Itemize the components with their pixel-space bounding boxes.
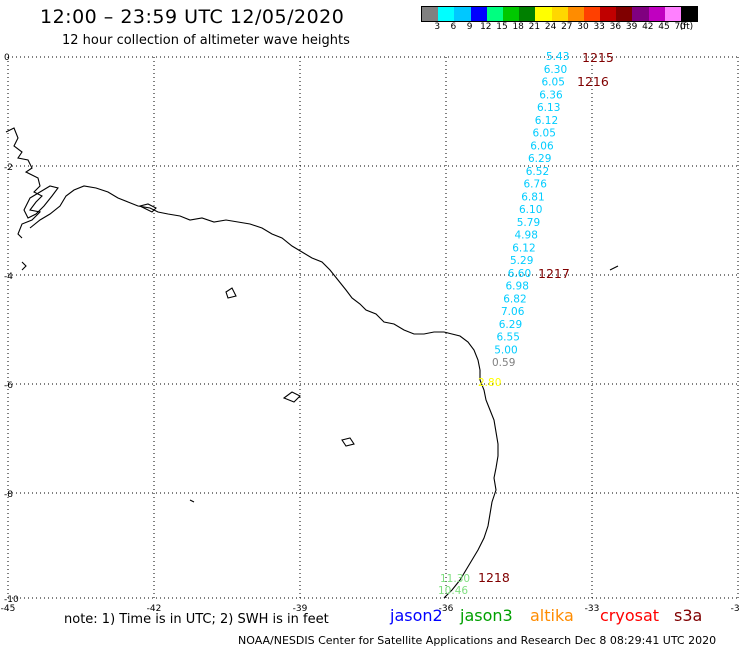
satellite-jason3: jason3: [460, 606, 513, 625]
lat-label: 0: [4, 53, 10, 63]
wave-height-value: 6.55: [497, 332, 520, 344]
legend-swatch: [567, 7, 584, 21]
wave-height-value: 10.46: [438, 585, 468, 597]
wave-height-value: 11.30: [440, 573, 470, 585]
wave-height-value: 0.59: [492, 357, 515, 369]
satellite-s3a: s3a: [674, 606, 703, 625]
lat-label: -2: [4, 163, 13, 173]
legend-tick-label: 21: [528, 22, 541, 32]
legend-swatch: [551, 7, 568, 21]
wave-height-value: 6.30: [544, 64, 567, 76]
wave-height-value: 6.10: [519, 204, 542, 216]
legend-tick-label: 9: [466, 22, 473, 32]
wave-height-value: 7.06: [501, 306, 525, 318]
legend-swatch: [470, 7, 487, 21]
lon-label: -42: [147, 604, 162, 614]
wave-height-value: 6.13: [537, 102, 560, 114]
credit-line: NOAA/NESDIS Center for Satellite Applica…: [238, 634, 717, 647]
legend-tick-label: 30: [577, 22, 589, 32]
wave-height-value: 6.82: [503, 293, 526, 305]
lon-label: -33: [585, 604, 600, 614]
wave-height-value: 6.36: [539, 89, 563, 101]
wave-height-value: 6.81: [521, 191, 544, 203]
wave-height-value: 5.79: [517, 217, 540, 229]
legend-swatch: [648, 7, 665, 21]
legend-tick-label: 3: [434, 22, 441, 32]
legend-swatch: [422, 7, 439, 21]
legend-swatch: [600, 7, 617, 21]
legend-tick-label: 24: [544, 22, 557, 32]
wave-height-value: 6.06: [530, 140, 554, 152]
legend-tick-label: 45: [658, 22, 670, 32]
pass-time-label: 1217: [538, 266, 570, 281]
legend-tick-label: 42: [642, 22, 654, 32]
legend-swatch: [502, 7, 520, 21]
wave-height-value: 2.80: [478, 377, 501, 389]
pass-time-label: 1218: [478, 570, 510, 585]
wave-height-value: 6.76: [524, 179, 548, 191]
legend-swatch: [486, 7, 503, 21]
legend-tick-label: 33: [593, 22, 605, 32]
wave-height-value: 4.98: [515, 230, 538, 242]
lon-label: -30: [731, 604, 740, 614]
wave-height-value: 5.43: [546, 51, 569, 63]
wave-height-value: 6.98: [506, 281, 529, 293]
legend-swatch: [535, 7, 552, 21]
wave-height-value: 6.29: [499, 319, 522, 331]
wave-height-color-legend: [421, 6, 699, 22]
legend-tick-label: 6: [450, 22, 457, 32]
lon-label: -36: [439, 604, 454, 614]
wave-height-value: 5.00: [494, 344, 517, 356]
lat-label: -6: [4, 381, 13, 391]
lat-label: -8: [4, 490, 13, 500]
wave-height-value: 6.12: [512, 242, 535, 254]
wave-height-value: 6.60: [508, 268, 531, 280]
altimeter-track-a: 5.436.306.056.366.136.126.056.066.296.52…: [478, 51, 569, 389]
coastline: [5, 127, 619, 599]
pass-time-labels: 1215 1216 1217 1218: [478, 50, 614, 585]
satellite-jason2: jason2: [390, 606, 443, 625]
wave-height-value: 6.52: [526, 166, 549, 178]
legend-tick-label: 27: [561, 22, 573, 32]
legend-swatch: [681, 7, 698, 21]
wave-height-value: 6.05: [533, 128, 556, 140]
legend-swatch: [616, 7, 633, 21]
legend-swatch: [632, 7, 649, 21]
wave-height-value: 6.12: [535, 115, 558, 127]
pass-time-label: 1216: [577, 74, 609, 89]
legend-tick-label: 15: [496, 22, 508, 32]
footnote: note: 1) Time is in UTC; 2) SWH is in fe…: [64, 612, 329, 627]
lon-label: -45: [1, 604, 16, 614]
satellite-altika: altika: [530, 606, 574, 625]
lat-label: -4: [4, 272, 13, 282]
pass-time-label: 1215: [582, 50, 614, 65]
wave-height-value: 6.29: [528, 153, 551, 165]
map-title: 12:00 – 23:59 UTC 12/05/2020: [40, 6, 345, 28]
lat-label: -10: [4, 595, 19, 605]
lat-lon-grid: [7, 56, 739, 599]
legend-tick-labels: 3 6 9 12 15 18 21 24 27 30 33 36 39 42 45 70 (ft): [421, 22, 729, 34]
legend-tick-label: 39: [625, 22, 638, 32]
legend-tick-label: 12: [480, 22, 492, 32]
lon-label: -39: [293, 604, 308, 614]
legend-swatch: [438, 7, 455, 21]
satellite-cryosat: cryosat: [600, 606, 660, 625]
wave-height-value: 5.29: [510, 255, 533, 267]
legend-tick-label: 18: [512, 22, 524, 32]
legend-tick-label: 70: [674, 22, 686, 32]
legend-tick-label: 36: [609, 22, 622, 32]
legend-swatch: [664, 7, 681, 21]
wave-height-value: 6.05: [542, 77, 565, 89]
axis-labels: -45 -42 -39 -36 -33 -30 0 -2 -4 -6 -8 -10: [1, 53, 740, 614]
map-subtitle: 12 hour collection of altimeter wave hei…: [62, 33, 350, 48]
legend-swatch: [454, 7, 471, 21]
legend-tick-label: (ft): [679, 22, 694, 32]
legend-swatch: [519, 7, 536, 21]
legend-swatch: [583, 7, 601, 21]
